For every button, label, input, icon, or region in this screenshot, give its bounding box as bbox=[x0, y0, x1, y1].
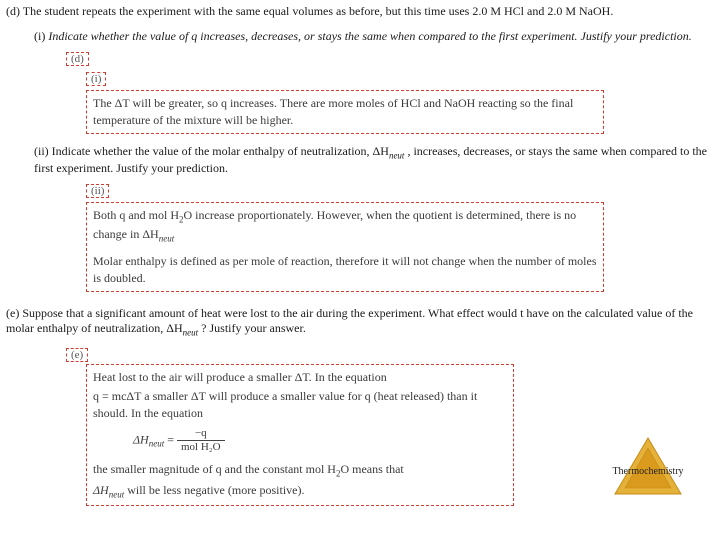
question-d-ii: (ii) Indicate whether the value of the m… bbox=[34, 144, 714, 177]
text-e-b: ? Justify your answer. bbox=[198, 321, 306, 335]
label-d-ii: (ii) bbox=[34, 144, 49, 158]
fraction: −q mol H₂O bbox=[177, 428, 225, 453]
question-e-stem: (e) Suppose that a significant amount of… bbox=[6, 306, 714, 339]
text-d-ii-sub: neut bbox=[389, 150, 405, 160]
answer-d-ii: Both q and mol H2O increase proportionat… bbox=[86, 202, 604, 292]
thermochemistry-badge: Thermochemistry bbox=[598, 436, 698, 498]
question-d-stem: (d) The student repeats the experiment w… bbox=[6, 4, 714, 19]
answer-d-i: The ΔT will be greater, so q increases. … bbox=[86, 90, 604, 134]
badge-label: Thermochemistry bbox=[598, 466, 698, 477]
answer-e-l3: the smaller magnitude of q and the const… bbox=[93, 461, 507, 480]
answer-e-l1: Heat lost to the air will produce a smal… bbox=[93, 369, 507, 386]
answer-d-i-text: The ΔT will be greater, so q increases. … bbox=[93, 95, 597, 129]
answer-d-ii-p2: Molar enthalpy is defined as per mole of… bbox=[93, 253, 597, 287]
text-e-sub: neut bbox=[183, 327, 199, 337]
tag-d-i: (i) bbox=[86, 72, 106, 86]
answer-e: Heat lost to the air will produce a smal… bbox=[86, 364, 514, 505]
text-e-a: Suppose that a significant amount of hea… bbox=[6, 306, 693, 335]
answer-e-l4: ΔHneut will be less negative (more posit… bbox=[93, 482, 507, 501]
text-d-ii-a: Indicate whether the value of the molar … bbox=[52, 144, 389, 158]
answer-e-l2: q = mcΔT a smaller ΔT will produce a sma… bbox=[93, 388, 507, 422]
text-d-i: Indicate whether the value of q increase… bbox=[48, 29, 691, 43]
answer-e-eqn: ΔHneut = −q mol H₂O bbox=[133, 428, 507, 453]
tag-e: (e) bbox=[66, 348, 88, 362]
answer-d-ii-p1: Both q and mol H2O increase proportionat… bbox=[93, 207, 597, 245]
label-d: (d) bbox=[6, 4, 20, 18]
label-e: (e) bbox=[6, 306, 19, 320]
label-d-i: (i) bbox=[34, 29, 45, 43]
text-d: The student repeats the experiment with … bbox=[23, 4, 614, 18]
question-d-i: (i) Indicate whether the value of q incr… bbox=[34, 29, 714, 44]
tag-d: (d) bbox=[66, 52, 89, 66]
tag-d-ii: (ii) bbox=[86, 184, 109, 198]
